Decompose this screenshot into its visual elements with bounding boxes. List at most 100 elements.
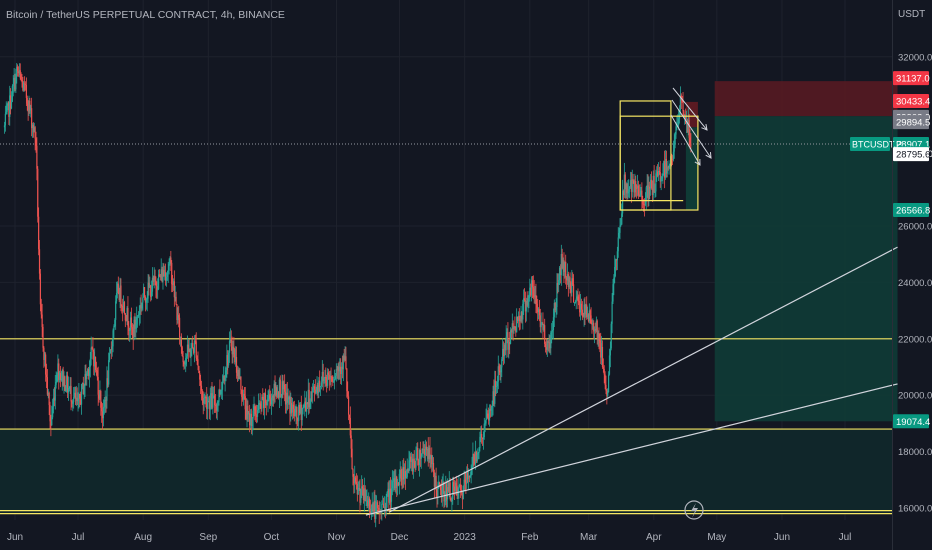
arrow-head xyxy=(705,151,712,159)
candle-body xyxy=(357,488,359,495)
candle-body xyxy=(415,458,417,468)
candle-body xyxy=(77,398,79,402)
stop-loss-zone xyxy=(714,81,898,117)
candle-body xyxy=(309,402,311,408)
candle-body xyxy=(173,281,175,298)
candle-body xyxy=(10,101,13,109)
candle-body xyxy=(175,296,177,305)
candle-body xyxy=(618,232,620,238)
candle-body xyxy=(103,406,105,408)
candle-body xyxy=(116,283,119,293)
arrow-drawings[interactable] xyxy=(670,87,712,166)
candle-body xyxy=(207,400,210,403)
candle-body xyxy=(681,99,683,101)
candle-body xyxy=(391,481,393,489)
candle-body xyxy=(413,458,415,463)
candle-body xyxy=(315,392,317,394)
candle-body xyxy=(361,486,363,496)
candle-body xyxy=(473,453,475,455)
candle-body xyxy=(310,391,312,403)
candle-body xyxy=(238,369,240,379)
candle-body xyxy=(200,379,202,386)
candle-body xyxy=(466,472,468,484)
candle-body xyxy=(110,349,112,351)
candle-body xyxy=(572,284,575,303)
candle-body xyxy=(628,189,630,192)
candle-body xyxy=(420,456,422,459)
candle-body xyxy=(280,396,282,398)
candle-body xyxy=(197,359,199,367)
candle-body xyxy=(679,95,682,111)
lightning-icon[interactable] xyxy=(684,500,704,520)
candle-body xyxy=(558,267,561,281)
candle-body xyxy=(149,285,151,288)
price-unit-label: USDT xyxy=(898,9,926,20)
candle-body xyxy=(495,386,498,388)
candle-body xyxy=(20,75,22,81)
candle-body xyxy=(331,376,333,382)
candle-body xyxy=(678,118,680,125)
x-tick-label: Aug xyxy=(134,532,152,543)
price-label-badge xyxy=(893,115,929,130)
candle-body xyxy=(194,340,196,342)
candle-body xyxy=(187,344,189,352)
candle-body xyxy=(34,127,36,139)
horizontal-levels[interactable] xyxy=(0,143,892,515)
trendline-drawings[interactable] xyxy=(365,246,898,516)
candle-body xyxy=(109,349,112,354)
candle-body xyxy=(246,405,248,419)
candle-body xyxy=(212,396,214,408)
candle-body xyxy=(228,352,230,366)
candle-body xyxy=(39,273,41,305)
candle-body xyxy=(50,421,52,426)
candle-body xyxy=(215,405,217,411)
candle-body xyxy=(359,488,361,503)
candle-body xyxy=(586,314,589,318)
candle-body xyxy=(580,303,583,310)
candle-body xyxy=(249,413,251,426)
time-axis[interactable]: Jun Jul Aug Sep Oct Nov Dec 2023 Feb Mar Apr May Jun… xyxy=(7,532,851,543)
candle-body xyxy=(52,397,55,407)
candle-body xyxy=(446,487,449,500)
candle-body xyxy=(659,172,661,182)
candle-body xyxy=(119,285,121,300)
candle-body xyxy=(447,487,449,492)
candle-body xyxy=(191,343,193,351)
candle-body xyxy=(517,316,520,322)
candle-body xyxy=(285,392,288,405)
candle-body xyxy=(424,449,426,456)
candle-body xyxy=(530,280,533,296)
rectangle-drawings[interactable] xyxy=(619,100,699,211)
candle-body xyxy=(258,403,260,406)
candle-body xyxy=(184,363,186,365)
candle-body xyxy=(186,344,189,357)
candle-body xyxy=(372,503,374,510)
candle-body xyxy=(356,483,358,495)
candle-body xyxy=(430,455,432,460)
candle-body xyxy=(475,451,478,462)
candle-body xyxy=(529,287,531,295)
candle-body xyxy=(99,391,101,399)
candle-body xyxy=(614,266,616,278)
candle-body xyxy=(294,412,296,416)
candle-body xyxy=(229,339,231,342)
candle-body xyxy=(319,380,321,387)
trendline xyxy=(365,383,898,516)
candle-body xyxy=(382,503,384,505)
trendline xyxy=(388,246,898,513)
candle-body xyxy=(265,403,267,406)
candle-body xyxy=(326,382,328,386)
candle-body xyxy=(361,486,364,489)
candle-body xyxy=(313,386,316,390)
candle-body xyxy=(242,396,244,400)
candle-body xyxy=(178,315,180,318)
candle-body xyxy=(577,296,579,302)
price-axis[interactable]: 16000.0 18000.0 20000.0 22000.0 24000.0 26000… xyxy=(898,52,932,514)
candle-body xyxy=(341,366,344,370)
candle-body xyxy=(452,482,454,499)
candle-body xyxy=(332,381,334,383)
candle-body xyxy=(52,406,54,418)
candle-body xyxy=(445,484,447,501)
candle-body xyxy=(484,423,486,425)
